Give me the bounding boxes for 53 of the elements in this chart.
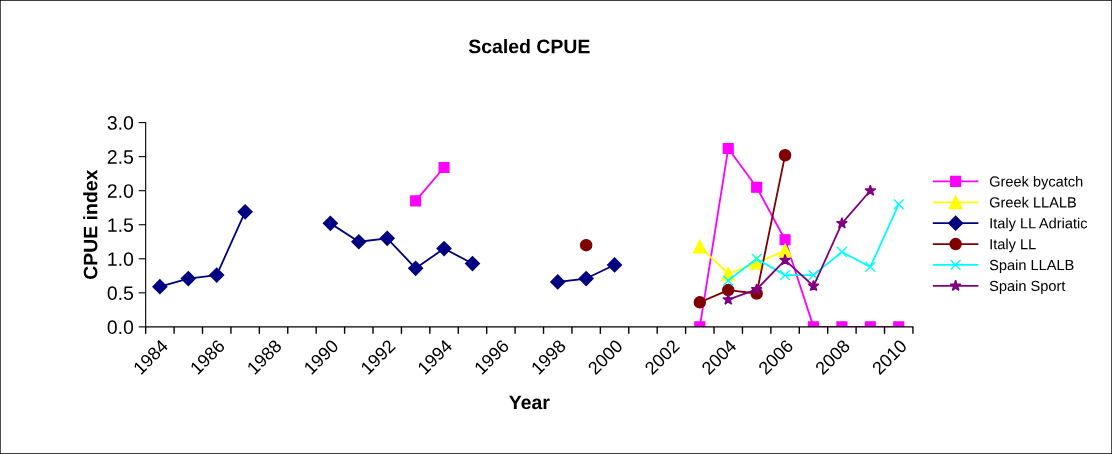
point bbox=[778, 149, 792, 162]
legend-label: Italy LL Adriatic bbox=[990, 217, 1088, 232]
point bbox=[464, 255, 481, 272]
y-tick-label: 2.0 bbox=[107, 184, 134, 198]
point bbox=[893, 198, 905, 210]
y-tick-label: 3.0 bbox=[107, 116, 134, 130]
point bbox=[778, 243, 793, 258]
y-axis-title: CPUE index bbox=[83, 169, 98, 280]
point bbox=[751, 253, 763, 265]
point bbox=[410, 195, 422, 207]
legend-label: Italy LL bbox=[990, 238, 1036, 253]
point bbox=[779, 234, 791, 246]
point bbox=[351, 234, 367, 250]
legend-label: Greek bycatch bbox=[989, 175, 1083, 190]
point bbox=[807, 279, 820, 292]
point bbox=[722, 142, 734, 155]
point bbox=[751, 181, 763, 193]
legend-label: Spain LLALB bbox=[989, 259, 1074, 274]
point bbox=[152, 279, 168, 295]
point bbox=[779, 253, 792, 266]
point bbox=[550, 274, 566, 290]
x-axis-title: Year bbox=[509, 395, 550, 410]
point bbox=[408, 260, 424, 276]
point bbox=[722, 275, 734, 287]
point bbox=[438, 161, 450, 174]
point bbox=[807, 269, 820, 281]
point bbox=[864, 261, 876, 273]
point bbox=[722, 293, 735, 305]
point bbox=[322, 215, 338, 231]
point bbox=[436, 240, 452, 257]
legend-label: Greek LLALB bbox=[989, 196, 1076, 208]
y-tick-label: 0.5 bbox=[107, 286, 134, 301]
y-tick-label: 1.0 bbox=[108, 252, 134, 267]
point bbox=[692, 239, 707, 254]
y-tick-label: 1.5 bbox=[108, 218, 134, 232]
point bbox=[836, 246, 848, 258]
chart-title: Scaled CPUE bbox=[468, 39, 590, 54]
y-tick-label: 2.5 bbox=[107, 150, 134, 164]
point bbox=[578, 270, 594, 287]
legend-label: Spain Sport bbox=[989, 280, 1066, 294]
point bbox=[237, 204, 253, 220]
point bbox=[606, 257, 623, 273]
point bbox=[864, 184, 877, 196]
point bbox=[835, 217, 848, 229]
point bbox=[693, 296, 707, 309]
point bbox=[209, 267, 225, 283]
point bbox=[379, 230, 395, 246]
point bbox=[721, 283, 735, 297]
y-tick-label: 0.0 bbox=[107, 320, 134, 335]
point bbox=[779, 269, 791, 281]
point bbox=[579, 238, 593, 252]
point bbox=[180, 270, 196, 287]
point bbox=[750, 283, 763, 295]
